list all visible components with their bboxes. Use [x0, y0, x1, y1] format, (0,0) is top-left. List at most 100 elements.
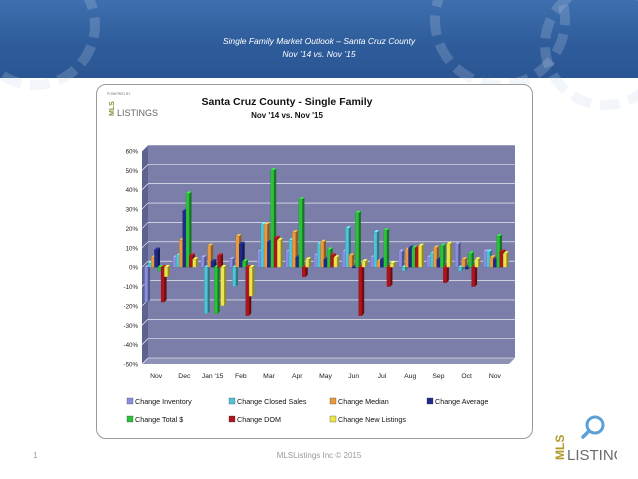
bar: [474, 257, 481, 268]
y-tick-label: 50%: [126, 168, 139, 175]
bar: [298, 197, 305, 268]
y-tick-label: 0%: [129, 265, 138, 272]
y-tick-label: 20%: [126, 226, 139, 233]
logo-mls-text: MLS: [109, 101, 116, 116]
legend-item: Change DOM: [228, 415, 281, 424]
bar: [468, 251, 474, 268]
magnifier-icon: [585, 415, 605, 435]
legend-label: Change Average: [435, 397, 488, 406]
bar: [192, 257, 199, 268]
y-tick-label: -30%: [124, 323, 139, 330]
x-tick-label: Jan '15: [202, 373, 224, 380]
bar: [443, 264, 449, 283]
bar: [214, 264, 220, 314]
chart-title: Santa Cruz County - Single Family: [202, 96, 373, 108]
x-tick-label: Oct: [461, 373, 472, 380]
bar: [144, 264, 151, 303]
x-tick-label: May: [319, 373, 332, 380]
bar: [373, 230, 380, 268]
x-tick-label: Nov: [489, 373, 502, 380]
bar: [210, 259, 217, 268]
y-tick-label: -10%: [124, 284, 139, 291]
bar: [204, 264, 210, 314]
y-tick-label: 60%: [126, 149, 139, 156]
slide-title: Single Family Market Outlook – Santa Cru…: [222, 36, 416, 46]
bar: [229, 257, 235, 268]
bar: [503, 251, 509, 268]
bar: [242, 259, 248, 268]
legend-label: Change Closed Sales: [237, 397, 307, 406]
x-tick-label: Feb: [235, 373, 247, 380]
legend-item: Change Average: [426, 397, 488, 406]
legend-swatch: [228, 415, 236, 423]
legend-swatch: [329, 397, 337, 405]
legend-label: Change Total $: [135, 415, 183, 424]
legend-swatch: [126, 415, 134, 423]
logo-listings-text: LISTINGS: [117, 108, 158, 118]
bar: [305, 257, 312, 268]
legend-swatch: [126, 397, 134, 405]
chart-subtitle: Nov '14 vs. Nov '15: [251, 111, 323, 120]
bar: [390, 261, 396, 268]
bar: [446, 241, 453, 268]
bar: [185, 191, 192, 268]
bar: [454, 241, 461, 268]
plot-floor: [142, 358, 515, 364]
bar: [439, 243, 446, 268]
slide-subtitle: Nov ’14 vs. Nov ’15: [282, 49, 356, 59]
y-tick-label: -20%: [124, 303, 139, 310]
y-tick-label: 10%: [126, 245, 139, 252]
legend-item: Change Inventory: [126, 397, 192, 406]
y-tick-label: 40%: [126, 187, 139, 194]
bar: [333, 255, 340, 268]
bar: [220, 264, 227, 307]
mls-logo-listings: LISTINGS: [567, 447, 617, 464]
bar: [164, 264, 170, 278]
legend-label: Change New Listings: [338, 415, 406, 424]
legend-swatch: [426, 397, 434, 405]
y-tick-label: -50%: [124, 362, 139, 369]
legend-label: Change Median: [338, 397, 389, 406]
legend-item: Change Total $: [126, 415, 183, 424]
x-tick-label: Mar: [263, 373, 275, 380]
bar: [232, 264, 239, 287]
x-tick-label: Sep: [432, 373, 444, 380]
bar: [248, 264, 255, 297]
legend-label: Change Inventory: [135, 397, 192, 406]
bar: [355, 210, 361, 268]
bar: [461, 257, 468, 268]
x-tick-label: Jul: [378, 373, 387, 380]
bar: [383, 228, 390, 268]
plot-side-wall: [142, 145, 148, 364]
bar: [277, 237, 283, 268]
legend-item: Change Median: [329, 397, 389, 406]
legend-swatch: [228, 397, 236, 405]
chart-mls-logo: POWERED BY MLS LISTINGS: [107, 92, 158, 118]
y-tick-label: 30%: [126, 207, 139, 214]
mls-logo: MLS LISTINGS: [553, 415, 617, 464]
x-tick-label: Apr: [292, 373, 303, 380]
legend-item: Change Closed Sales: [228, 397, 307, 406]
bar: [398, 249, 405, 268]
bar: [358, 264, 365, 316]
legend-swatch: [329, 415, 337, 423]
market-change-chart: POWERED BY MLS LISTINGS Santa Cruz Count…: [107, 92, 515, 424]
x-tick-label: Aug: [404, 373, 416, 380]
x-tick-label: Jun: [348, 373, 359, 380]
bar: [386, 264, 393, 287]
header-band: Single Family Market Outlook – Santa Cru…: [0, 0, 638, 110]
x-tick-label: Nov: [150, 373, 163, 380]
bar: [217, 253, 224, 268]
chart-frame: POWERED BY MLS LISTINGS Santa Cruz Count…: [96, 84, 533, 439]
bar: [348, 253, 355, 268]
logo-powered-by: POWERED BY: [107, 92, 131, 96]
gear-decoration: [0, 0, 100, 90]
bar: [154, 247, 160, 268]
page-number: 1: [33, 451, 38, 460]
copyright-text: MLSListings Inc © 2015: [276, 451, 362, 460]
bar: [200, 255, 207, 268]
bar: [418, 243, 424, 268]
y-tick-label: -40%: [124, 342, 139, 349]
bar: [471, 264, 478, 287]
x-tick-label: Dec: [178, 373, 191, 380]
